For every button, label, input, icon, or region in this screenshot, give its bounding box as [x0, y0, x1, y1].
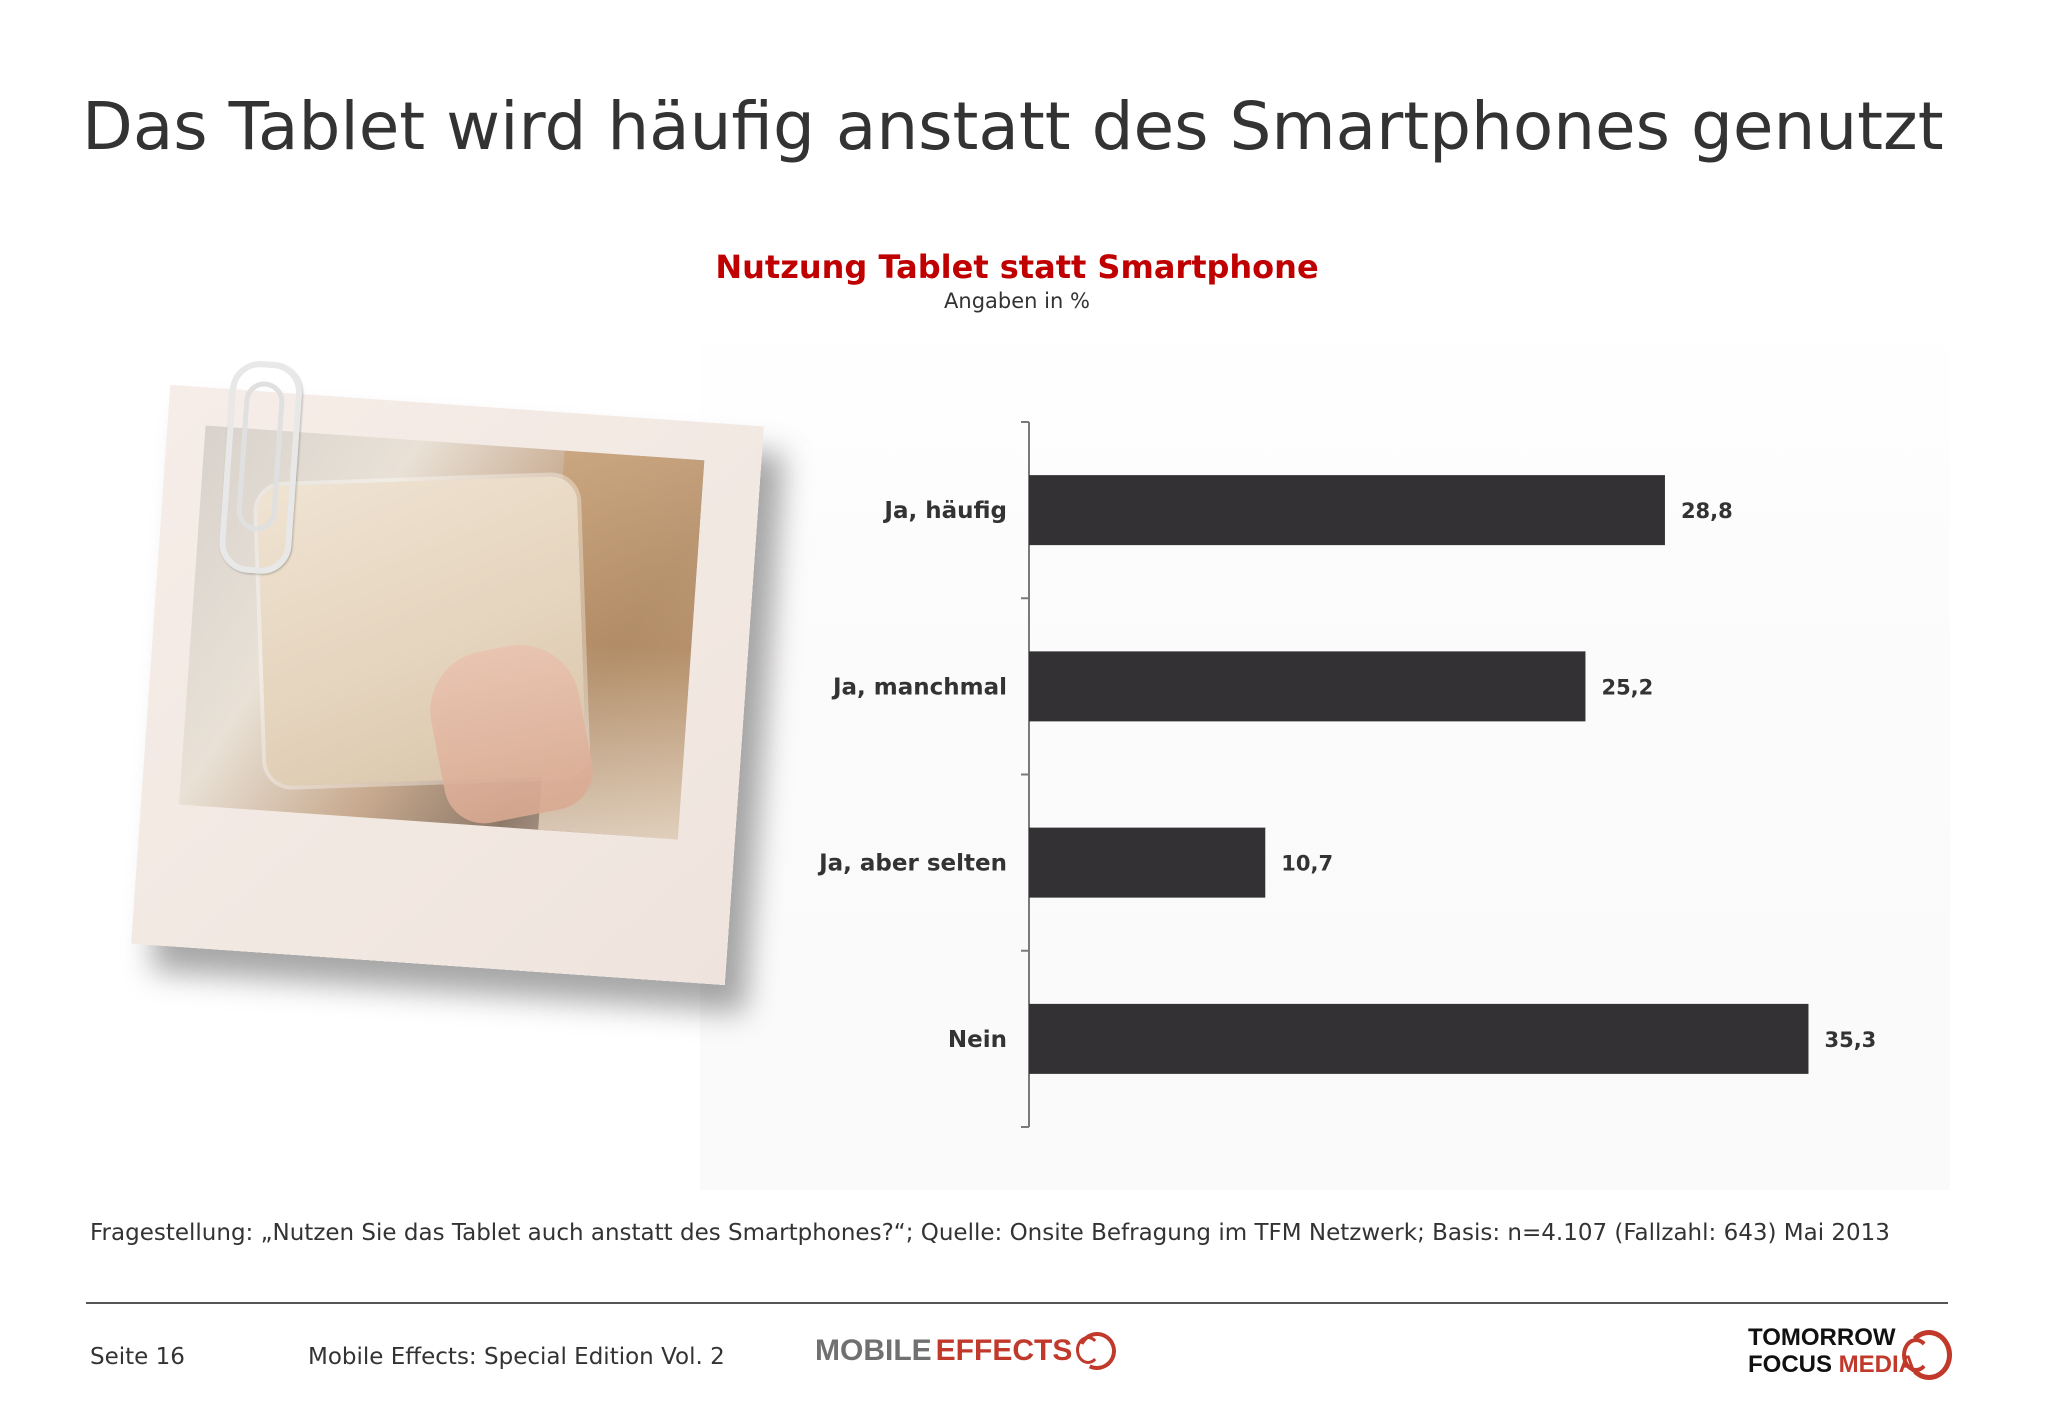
tfm-ring-icon: [1902, 1330, 1952, 1380]
value-label: 28,8: [1681, 499, 1733, 523]
bar: [1029, 651, 1586, 722]
bar: [1029, 1003, 1809, 1074]
bar: [1029, 827, 1266, 898]
category-label: Nein: [948, 1027, 1007, 1053]
bar: [1029, 475, 1665, 546]
page-title: Das Tablet wird häufig anstatt des Smart…: [82, 88, 1944, 165]
logo-effects-text: EFFECTS: [935, 1334, 1073, 1367]
category-label: Ja, aber selten: [817, 851, 1007, 877]
footer-divider: [86, 1302, 1948, 1304]
page-number: Seite 16: [90, 1344, 185, 1370]
logo-focus-text: FOCUS: [1748, 1351, 1832, 1378]
category-label: Ja, häufig: [882, 498, 1007, 524]
logo-tomorrow-text: TOMORROW: [1748, 1324, 1896, 1351]
value-label: 25,2: [1601, 675, 1653, 699]
tomorrow-focus-media-logo: TOMORROW FOCUS MEDIA: [1748, 1324, 1916, 1378]
value-label: 10,7: [1281, 852, 1333, 876]
footnote: Fragestellung: „Nutzen Sie das Tablet au…: [90, 1220, 1890, 1246]
mobile-effects-logo: MOBILE EFFECTS: [815, 1332, 1116, 1370]
logo-ring-icon: [1076, 1332, 1116, 1370]
chart-title: Nutzung Tablet statt Smartphone: [715, 248, 1319, 286]
category-label: Ja, manchmal: [831, 674, 1007, 700]
chart-subtitle: Angaben in %: [944, 289, 1090, 313]
logo-mobile-text: MOBILE: [815, 1334, 932, 1367]
edition-label: Mobile Effects: Special Edition Vol. 2: [308, 1344, 725, 1370]
value-label: 35,3: [1824, 1028, 1876, 1052]
